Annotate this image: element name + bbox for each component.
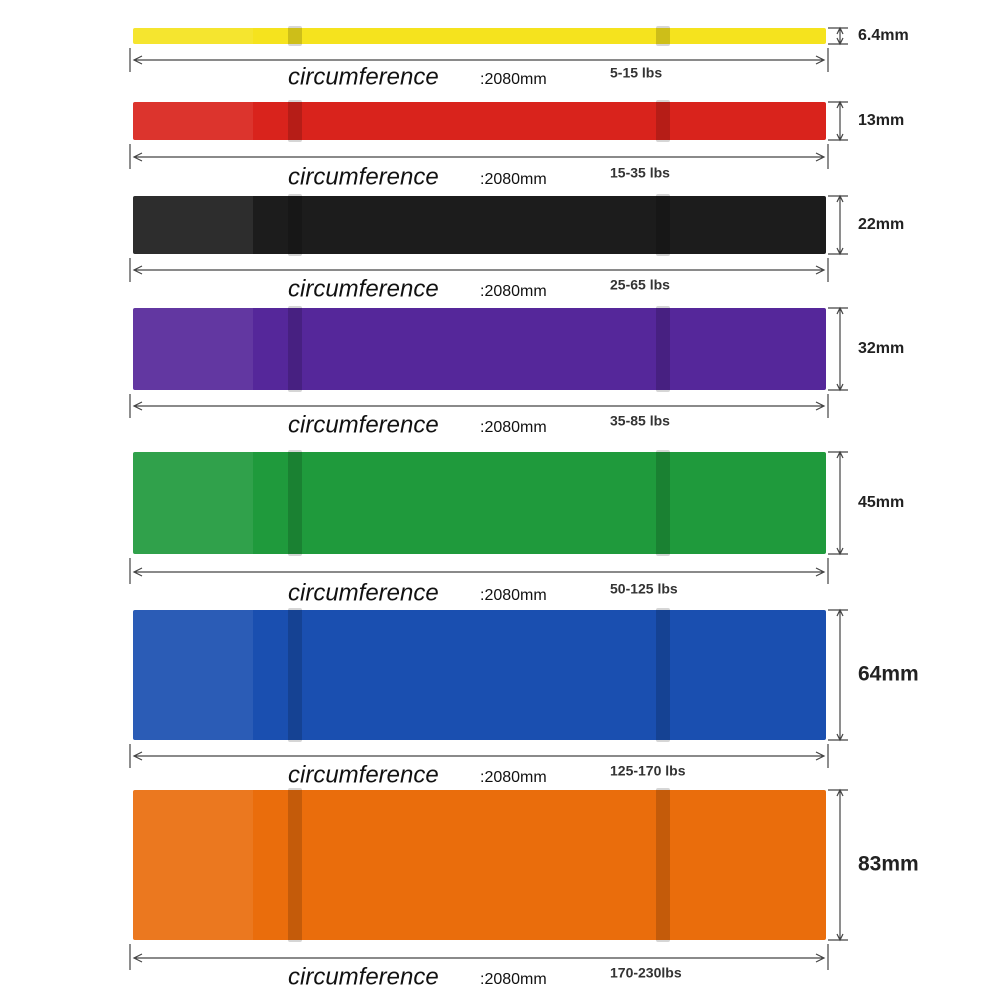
dimension-line [828, 194, 848, 256]
dimension-line [828, 608, 848, 742]
resistance: 125-170 lbs [610, 763, 686, 779]
band-shine [133, 610, 253, 740]
band-shine [133, 452, 253, 554]
circumference-value: :2080mm [480, 71, 547, 88]
band-strap [288, 194, 302, 256]
resistance: 5-15 lbs [610, 65, 662, 81]
resistance: 25-65 lbs [610, 277, 670, 293]
band-strap [656, 100, 670, 142]
dimension-line [828, 26, 848, 46]
circumference-label: circumference [288, 761, 439, 788]
resistance: 170-230lbs [610, 965, 682, 981]
band-strap [656, 306, 670, 392]
resistance: 50-125 lbs [610, 581, 678, 597]
band-width: 83mm [858, 853, 919, 876]
dimension-line [129, 744, 829, 768]
dimension-line [129, 48, 829, 72]
band-strap [656, 26, 670, 46]
band [133, 790, 826, 940]
band-width: 64mm [858, 663, 919, 686]
dimension-line [828, 100, 848, 142]
dimension-line [129, 558, 829, 584]
circumference-value: :2080mm [480, 769, 547, 786]
band-strap [288, 26, 302, 46]
circumference-value: :2080mm [480, 419, 547, 436]
circumference-label: circumference [288, 963, 439, 990]
band-shine [133, 196, 253, 254]
dimension-line [129, 258, 829, 282]
circumference-label: circumference [288, 275, 439, 302]
dimension-line [129, 394, 829, 418]
resistance: 35-85 lbs [610, 413, 670, 429]
band-width: 32mm [858, 340, 904, 357]
band-strap [288, 608, 302, 742]
circumference-value: :2080mm [480, 587, 547, 604]
circumference-label: circumference [288, 163, 439, 190]
circumference-label: circumference [288, 411, 439, 438]
band-strap [656, 194, 670, 256]
dimension-line [828, 450, 848, 556]
circumference-value: :2080mm [480, 171, 547, 188]
band-width: 13mm [858, 112, 904, 129]
band-shine [133, 102, 253, 140]
band [133, 196, 826, 254]
band-shine [133, 28, 253, 44]
band-width: 22mm [858, 216, 904, 233]
band-width: 6.4mm [858, 27, 909, 44]
band-strap [288, 450, 302, 556]
band [133, 610, 826, 740]
band-strap [656, 788, 670, 942]
circumference-label: circumference [288, 63, 439, 90]
circumference-label: circumference [288, 579, 439, 606]
band [133, 28, 826, 44]
resistance: 15-35 lbs [610, 165, 670, 181]
band [133, 308, 826, 390]
dimension-line [828, 788, 848, 942]
dimension-line [828, 306, 848, 392]
band-shine [133, 790, 253, 940]
band-strap [288, 100, 302, 142]
dimension-line [129, 144, 829, 169]
circumference-value: :2080mm [480, 283, 547, 300]
band [133, 452, 826, 554]
band [133, 102, 826, 140]
band-strap [288, 788, 302, 942]
band-strap [656, 450, 670, 556]
band-width: 45mm [858, 494, 904, 511]
circumference-value: :2080mm [480, 971, 547, 988]
band-shine [133, 308, 253, 390]
band-strap [656, 608, 670, 742]
dimension-line [129, 944, 829, 970]
band-strap [288, 306, 302, 392]
